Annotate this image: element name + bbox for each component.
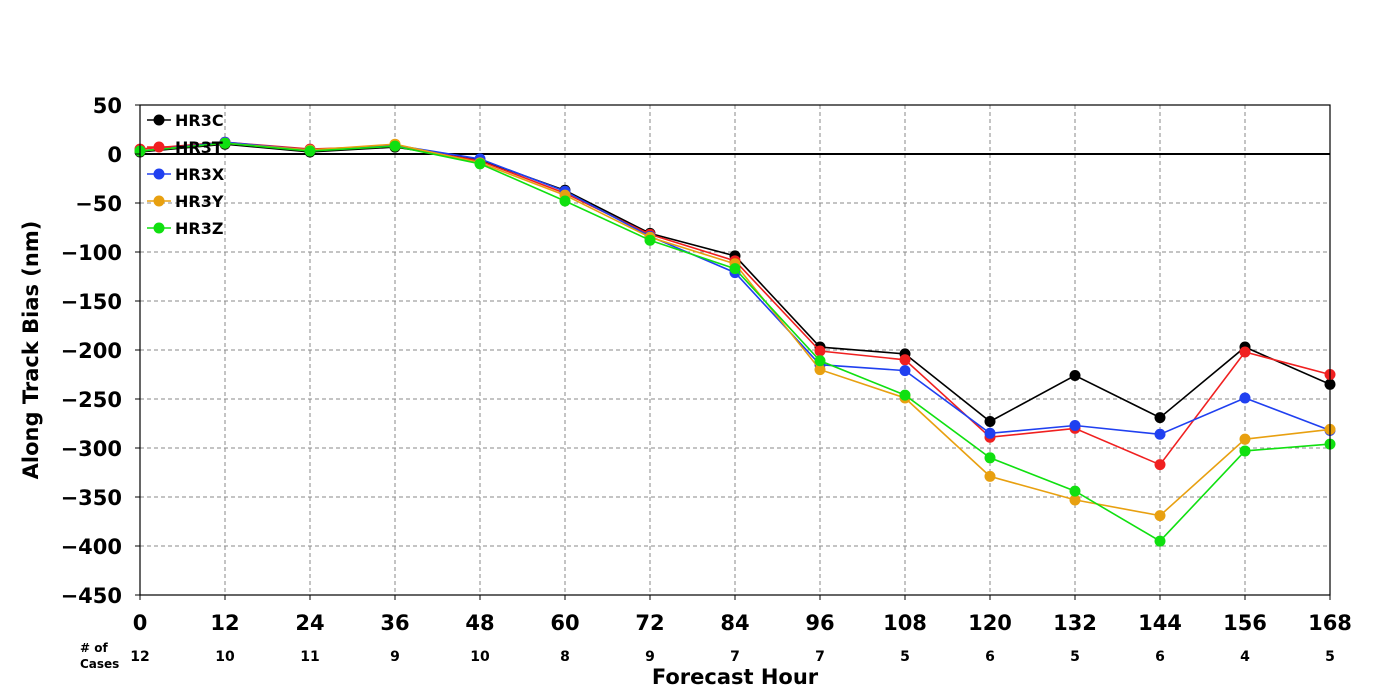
legend-label: HR3T bbox=[175, 138, 223, 157]
data-point bbox=[474, 158, 486, 170]
legend-item-hr3z: HR3Z bbox=[147, 219, 223, 238]
legend-swatch-marker bbox=[153, 168, 165, 180]
cases-label-line-1: # of bbox=[80, 641, 108, 655]
case-count: 8 bbox=[560, 649, 570, 665]
data-point bbox=[1154, 535, 1166, 547]
x-tick-label: 120 bbox=[968, 611, 1012, 635]
y-tick-label: −300 bbox=[61, 437, 122, 461]
legend-item-hr3y: HR3Y bbox=[147, 192, 224, 211]
data-point bbox=[644, 234, 656, 246]
data-point bbox=[984, 416, 996, 428]
case-count: 7 bbox=[730, 649, 740, 665]
y-tick-labels: 50 0 −50 −100 −150 −200 −250 −300 −350 −400 −450 bbox=[61, 94, 140, 608]
x-tick-label: 132 bbox=[1053, 611, 1097, 635]
legend-item-hr3x: HR3X bbox=[147, 165, 225, 184]
x-tick-label: 36 bbox=[380, 611, 409, 635]
case-count: 7 bbox=[815, 649, 825, 665]
x-tick-labels: 0 12 24 36 48 60 72 84 96 108 120 132 144 156 168 bbox=[133, 595, 1352, 635]
x-tick-label: 60 bbox=[550, 611, 579, 635]
x-axis-title: Forecast Hour bbox=[652, 665, 819, 689]
y-tick-label: 0 bbox=[107, 143, 122, 167]
data-point bbox=[1069, 369, 1081, 381]
data-point bbox=[1154, 459, 1166, 471]
case-count: 9 bbox=[390, 649, 400, 665]
data-point bbox=[984, 470, 996, 482]
x-tick-label: 24 bbox=[295, 611, 324, 635]
y-tick-label: −250 bbox=[61, 388, 122, 412]
y-tick-label: −100 bbox=[61, 241, 122, 265]
legend-swatch-marker bbox=[153, 222, 165, 234]
y-tick-label: −50 bbox=[75, 192, 122, 216]
x-tick-label: 144 bbox=[1138, 611, 1182, 635]
data-point bbox=[1239, 433, 1251, 445]
legend-label: HR3C bbox=[175, 111, 224, 130]
legend-item-hr3c: HR3C bbox=[147, 111, 224, 130]
data-point bbox=[899, 365, 911, 377]
cases-label-line-2: Cases bbox=[80, 657, 119, 671]
data-point bbox=[729, 263, 741, 275]
case-count: 10 bbox=[470, 649, 490, 665]
x-tick-label: 72 bbox=[635, 611, 664, 635]
x-tick-label: 48 bbox=[465, 611, 494, 635]
data-point bbox=[219, 137, 231, 149]
data-point bbox=[1154, 510, 1166, 522]
legend-swatch-marker bbox=[153, 195, 165, 207]
y-tick-label: −150 bbox=[61, 290, 122, 314]
data-point bbox=[984, 427, 996, 439]
y-tick-label: −200 bbox=[61, 339, 122, 363]
case-count: 5 bbox=[1325, 649, 1335, 665]
y-tick-label: 50 bbox=[93, 94, 122, 118]
data-point bbox=[984, 452, 996, 464]
data-point bbox=[899, 354, 911, 366]
data-point bbox=[1069, 419, 1081, 431]
y-tick-label: −400 bbox=[61, 535, 122, 559]
data-point bbox=[1069, 494, 1081, 506]
legend-label: HR3Y bbox=[175, 192, 224, 211]
y-tick-label: −350 bbox=[61, 486, 122, 510]
data-point bbox=[559, 195, 571, 207]
x-tick-label: 168 bbox=[1308, 611, 1352, 635]
data-point bbox=[1069, 485, 1081, 497]
legend-label: HR3Z bbox=[175, 219, 223, 238]
data-point bbox=[814, 355, 826, 367]
data-point bbox=[1239, 445, 1251, 457]
legend-swatch-marker bbox=[153, 141, 165, 153]
y-tick-label: −450 bbox=[61, 584, 122, 608]
x-tick-label: 84 bbox=[720, 611, 749, 635]
case-count: 5 bbox=[900, 649, 910, 665]
data-point bbox=[304, 145, 316, 157]
x-tick-label: 108 bbox=[883, 611, 927, 635]
case-count: 6 bbox=[985, 649, 995, 665]
legend-label: HR3X bbox=[175, 165, 225, 184]
legend-item-hr3t: HR3T bbox=[147, 138, 223, 157]
x-tick-label: 156 bbox=[1223, 611, 1267, 635]
case-count: 6 bbox=[1155, 649, 1165, 665]
case-counts: 12 10 11 9 10 8 9 7 7 5 6 5 6 4 5 bbox=[130, 649, 1335, 665]
legend-swatch-marker bbox=[153, 114, 165, 126]
y-axis-title: Along Track Bias (nm) bbox=[19, 221, 43, 480]
data-point bbox=[1239, 392, 1251, 404]
x-tick-label: 0 bbox=[133, 611, 148, 635]
data-point bbox=[389, 140, 401, 152]
case-count: 11 bbox=[300, 649, 319, 665]
data-point bbox=[814, 364, 826, 376]
legend: HR3C HR3T HR3X HR3Y HR3Z bbox=[147, 111, 225, 238]
data-point bbox=[1154, 428, 1166, 440]
case-count: 5 bbox=[1070, 649, 1080, 665]
case-count: 4 bbox=[1240, 649, 1250, 665]
data-point bbox=[1154, 412, 1166, 424]
data-point bbox=[899, 389, 911, 401]
x-tick-label: 96 bbox=[805, 611, 834, 635]
case-count: 10 bbox=[215, 649, 235, 665]
data-point bbox=[1239, 346, 1251, 358]
data-point bbox=[814, 345, 826, 357]
x-tick-label: 12 bbox=[210, 611, 239, 635]
case-count: 9 bbox=[645, 649, 655, 665]
case-count: 12 bbox=[130, 649, 149, 665]
